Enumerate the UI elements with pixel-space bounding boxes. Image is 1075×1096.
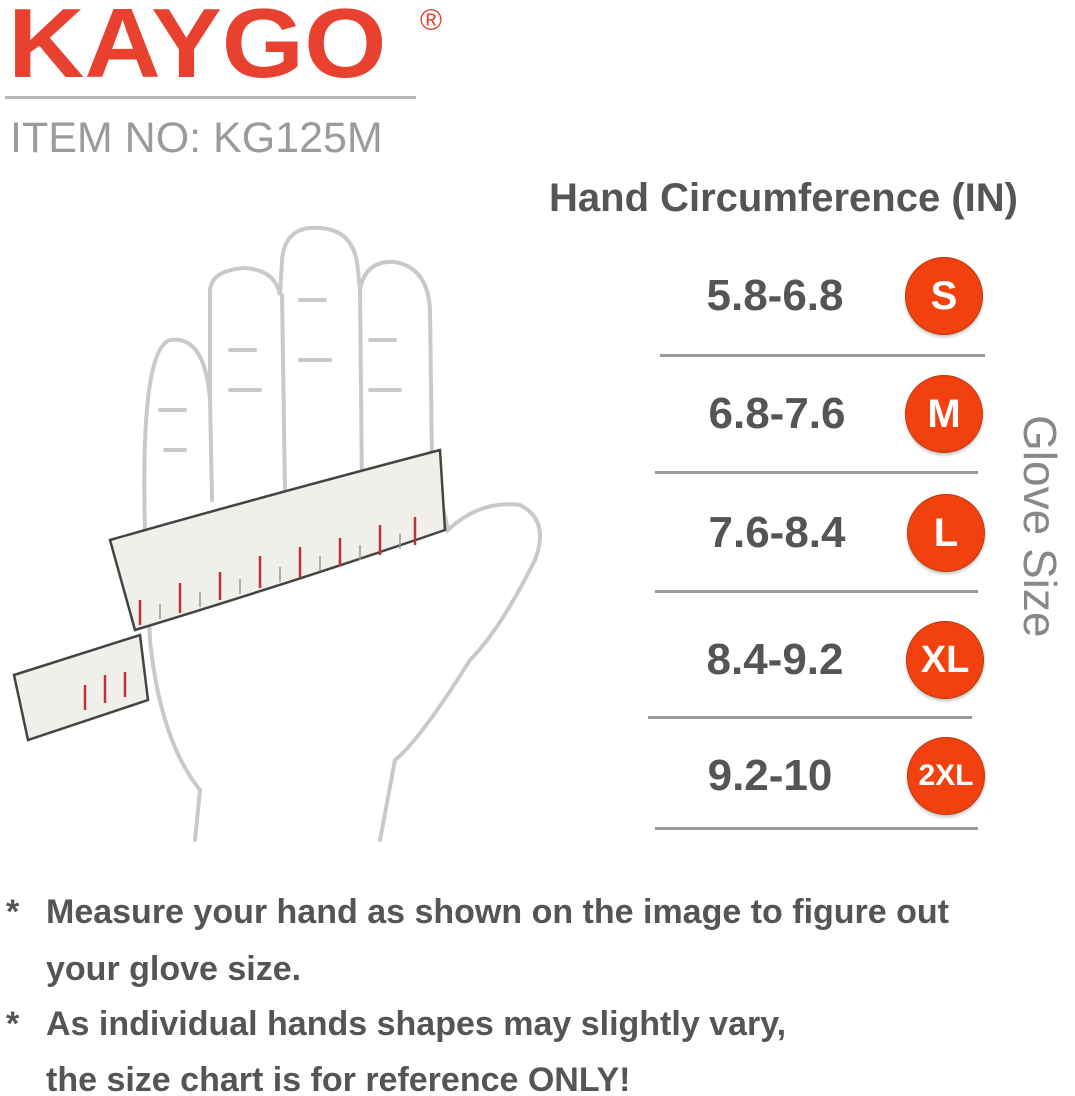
asterisk-icon: * [6, 1005, 20, 1043]
note-1-cont: your glove size. [46, 950, 302, 988]
range-l: 7.6-8.4 [708, 508, 846, 557]
note-2-cont: the size chart is for reference ONLY! [46, 1061, 631, 1096]
size-badge-s: S [905, 257, 983, 335]
row-divider [655, 590, 978, 593]
size-badge-m: M [905, 375, 983, 453]
hand-measuring-illustration [12, 225, 542, 842]
measuring-tape [12, 448, 447, 742]
asterisk-icon: * [6, 893, 20, 931]
row-divider [660, 354, 985, 357]
divider [5, 96, 416, 99]
item-number: ITEM NO: KG125M [10, 114, 383, 162]
note-2: * As individual hands shapes may slightly… [6, 1005, 787, 1043]
row-divider [648, 716, 972, 719]
glove-size-label: Glove Size [1014, 415, 1066, 638]
note-1: * Measure your hand as shown on the image… [6, 893, 949, 931]
range-2xl: 9.2-10 [707, 751, 833, 800]
range-xl: 8.4-9.2 [706, 635, 844, 684]
row-divider [655, 471, 978, 474]
range-s: 5.8-6.8 [706, 271, 844, 320]
size-badge-xl: XL [906, 621, 984, 699]
size-badge-2xl: 2XL [907, 737, 985, 815]
size-badge-l: L [907, 494, 985, 572]
registered-mark: ® [420, 4, 443, 37]
brand-logo: KAYGO [8, 0, 387, 98]
row-divider [655, 827, 978, 830]
chart-title: Hand Circumference (IN) [549, 176, 1018, 220]
range-m: 6.8-7.6 [708, 389, 846, 438]
